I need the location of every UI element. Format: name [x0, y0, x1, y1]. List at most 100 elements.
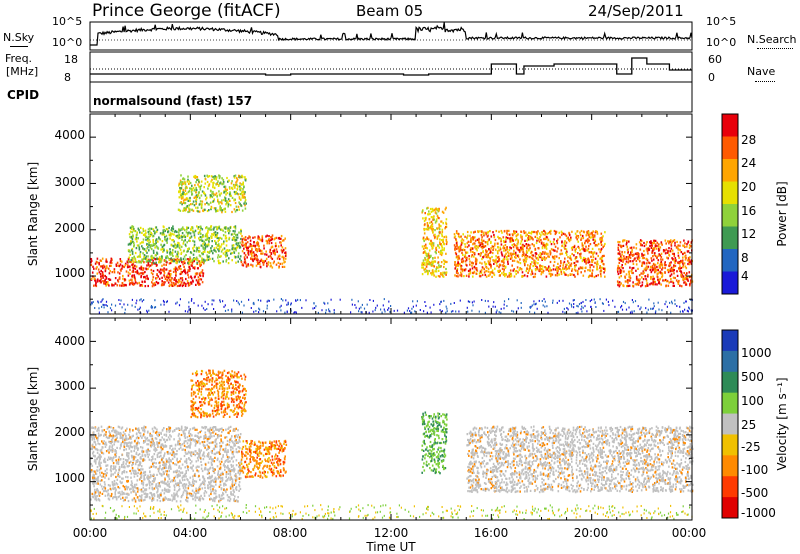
echo-pixel	[189, 437, 191, 440]
echo-pixel	[188, 263, 190, 266]
echo-pixel	[97, 426, 100, 429]
echo-pixel	[506, 232, 508, 235]
echo-pixel	[515, 272, 517, 276]
echo-pixel	[269, 265, 272, 268]
echo-pixel	[461, 260, 463, 263]
echo-pixel	[256, 260, 259, 264]
echo-pixel	[676, 270, 678, 273]
echo-pixel	[216, 232, 219, 235]
echo-pixel	[521, 254, 524, 258]
echo-pixel	[481, 273, 484, 277]
echo-pixel	[482, 256, 484, 259]
echo-pixel	[534, 260, 537, 263]
echo-pixel	[570, 303, 572, 306]
echo-pixel	[625, 256, 628, 259]
echo-pixel	[219, 299, 221, 302]
echo-pixel	[471, 238, 473, 241]
echo-pixel	[467, 234, 469, 237]
echo-pixel	[131, 298, 133, 301]
echo-pixel	[580, 238, 582, 241]
echo-pixel	[164, 260, 167, 263]
echo-pixel	[184, 183, 187, 186]
echo-pixel	[508, 252, 510, 255]
echo-pixel	[271, 266, 274, 269]
echo-pixel	[217, 226, 219, 229]
echo-pixel	[538, 299, 540, 302]
echo-pixel	[510, 254, 512, 257]
echo-pixel	[273, 238, 275, 241]
echo-pixel	[649, 241, 652, 244]
echo-pixel	[587, 247, 590, 250]
echo-pixel	[227, 472, 230, 475]
echo-pixel	[142, 272, 145, 275]
echo-pixel	[156, 257, 158, 260]
echo-pixel	[129, 282, 131, 285]
echo-pixel	[134, 238, 137, 241]
echo-pixel	[180, 272, 183, 275]
freq-trace	[90, 57, 692, 76]
echo-pixel	[235, 450, 238, 454]
echo-pixel	[278, 257, 281, 261]
echo-pixel	[508, 274, 510, 277]
echo-pixel	[683, 262, 686, 265]
echo-pixel	[452, 310, 454, 313]
echo-pixel	[163, 281, 165, 284]
echo-pixel	[204, 238, 207, 242]
echo-pixel	[267, 255, 270, 258]
echo-pixel	[241, 240, 243, 243]
echo-pixel	[263, 247, 265, 250]
echo-pixel	[214, 249, 216, 252]
echo-pixel	[462, 260, 465, 263]
echo-pixel	[520, 230, 522, 233]
echo-pixel	[594, 240, 597, 243]
echo-pixel	[546, 243, 549, 246]
echo-pixel	[430, 239, 432, 242]
echo-pixel	[169, 279, 172, 282]
echo-pixel	[576, 230, 579, 233]
echo-pixel	[513, 259, 516, 262]
echo-pixel	[620, 282, 622, 285]
echo-pixel	[124, 278, 126, 281]
echo-pixel	[227, 229, 229, 232]
echo-pixel	[213, 492, 215, 495]
echo-pixel	[616, 269, 619, 272]
echo-pixel	[169, 237, 171, 240]
echo-pixel	[374, 309, 376, 312]
echo-pixel	[351, 303, 353, 306]
echo-pixel	[237, 185, 239, 188]
echo-pixel	[565, 268, 567, 271]
echo-pixel	[581, 242, 583, 245]
echo-pixel	[202, 307, 205, 310]
echo-pixel	[157, 281, 160, 285]
echo-pixel	[180, 258, 183, 261]
echo-pixel	[690, 279, 692, 282]
echo-pixel	[200, 278, 203, 281]
echo-pixel	[512, 310, 515, 313]
echo-pixel	[220, 250, 223, 253]
echo-pixel	[619, 253, 621, 256]
echo-pixel	[501, 267, 504, 270]
echo-pixel	[222, 178, 225, 182]
echo-pixel	[591, 263, 593, 267]
echo-pixel	[90, 263, 93, 267]
echo-pixel	[220, 237, 223, 240]
echo-pixel	[162, 247, 165, 250]
echo-pixel	[282, 255, 284, 258]
echo-pixel	[276, 257, 279, 260]
echo-pixel	[660, 260, 663, 263]
echo-pixel	[241, 238, 244, 241]
echo-pixel	[523, 252, 525, 255]
echo-pixel	[674, 257, 677, 260]
echo-pixel	[456, 247, 458, 250]
echo-pixel	[220, 243, 223, 246]
echo-pixel	[236, 192, 238, 195]
echo-pixel	[249, 236, 251, 239]
echo-pixel	[236, 236, 239, 239]
echo-pixel	[591, 275, 594, 278]
echo-pixel	[172, 270, 175, 273]
echo-pixel	[213, 198, 215, 201]
echo-pixel	[407, 307, 410, 310]
echo-pixel	[101, 271, 104, 274]
echo-pixel	[573, 262, 576, 265]
echo-pixel	[287, 303, 289, 306]
